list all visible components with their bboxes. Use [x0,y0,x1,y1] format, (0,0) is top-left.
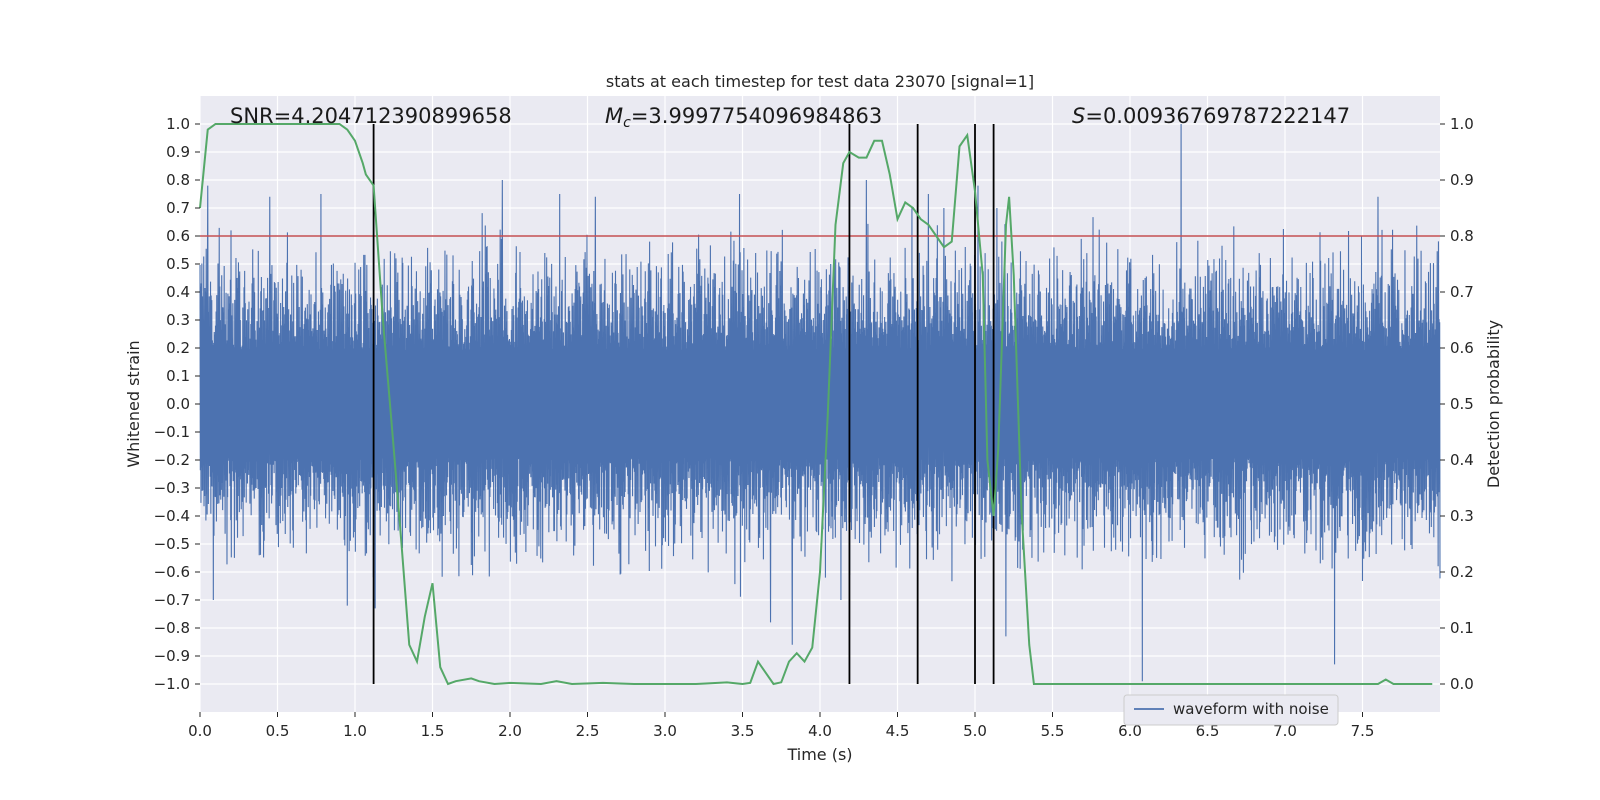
y-right-tick-label: 0.1 [1450,619,1474,637]
y-right-tick-label: 0.7 [1450,283,1474,301]
y-tick-label: 0.5 [166,255,190,273]
x-tick-label: 5.5 [1041,722,1065,740]
y-tick-label: −0.2 [154,451,190,469]
x-tick-label: 0.0 [188,722,212,740]
y-tick-label: −0.1 [154,423,190,441]
legend-box [1123,694,1339,726]
y-tick-label: 0.8 [166,171,190,189]
x-tick-label: 6.5 [1196,722,1220,740]
y-tick-label: −0.8 [154,619,190,637]
y-axis-right-label: Detection probability [1484,320,1503,488]
y-tick-label: 0.1 [166,367,190,385]
x-tick-label: 1.0 [343,722,367,740]
x-tick-label: 4.0 [808,722,832,740]
y-axis-label: Whitened strain [124,340,143,467]
y-tick-label: −0.3 [154,479,190,497]
y-tick-label: −0.7 [154,591,190,609]
event-lines [372,124,995,684]
x-tick-label: 5.0 [963,722,987,740]
y-right-tick-label: 0.5 [1450,395,1474,413]
annotation-snr: SNR=4.204712390899658 [230,104,512,128]
probability-series [199,123,1433,686]
probability-line [199,123,1433,686]
y-tick-label: 0.6 [166,227,190,245]
y-right-tick-label: 0.0 [1450,675,1474,693]
annotation-s: S=0.00936769787222147 [1072,104,1350,128]
y-tick-label: −0.6 [154,563,190,581]
x-tick-label: 3.5 [731,722,755,740]
annotation-chirp-mass: Mc=3.9997754096984863 [605,104,882,131]
x-tick-label: 6.0 [1118,722,1142,740]
legend: waveform with noise [1123,694,1339,726]
y-tick-label: 0.7 [166,199,190,217]
x-tick-label: 2.5 [576,722,600,740]
y-tick-label: −1.0 [154,675,190,693]
y-tick-label: 0.9 [166,143,190,161]
x-tick-label: 3.0 [653,722,677,740]
chart-title: stats at each timestep for test data 230… [606,72,1034,91]
y-right-tick-label: 0.6 [1450,339,1474,357]
y-tick-label: 0.2 [166,339,190,357]
y-right-tick-label: 0.4 [1450,451,1474,469]
x-axis-label: Time (s) [786,745,852,764]
x-tick-label: 0.5 [266,722,290,740]
y-tick-label: 0.0 [166,395,190,413]
y-right-tick-label: 0.2 [1450,563,1474,581]
x-tick-label: 2.0 [498,722,522,740]
x-tick-label: 7.5 [1351,722,1375,740]
x-tick-label: 4.5 [886,722,910,740]
y-right-tick-label: 0.3 [1450,507,1474,525]
x-axis-ticks: 0.0 0.5 1.0 1.5 2.0 2.5 3.0 3.5 4.0 4.5 5.0 5.5 6.0 6… [188,712,1374,740]
x-tick-label: 1.5 [421,722,445,740]
y-tick-label: 1.0 [166,115,190,133]
y-tick-label: −0.5 [154,535,190,553]
waveform-series [199,123,1441,682]
y-axis-right-ticks: 1.0 0.9 0.8 0.7 0.6 0.5 0.4 0.3 0.2 0.1 0.0 [1440,115,1474,693]
x-tick-label: 7.0 [1273,722,1297,740]
y-tick-label: −0.9 [154,647,190,665]
waveform-line [199,123,1441,682]
y-tick-label: 0.4 [166,283,190,301]
y-tick-label: −0.4 [154,507,190,525]
y-right-tick-label: 0.8 [1450,227,1474,245]
y-right-tick-label: 1.0 [1450,115,1474,133]
y-axis-left-ticks: 1.0 0.9 0.8 0.7 0.6 0.5 0.4 0.3 0.2 0.1 0.0 −0.1 −0.… [154,115,200,693]
y-tick-label: 0.3 [166,311,190,329]
y-right-tick-label: 0.9 [1450,171,1474,189]
legend-label: waveform with noise [1173,700,1329,718]
